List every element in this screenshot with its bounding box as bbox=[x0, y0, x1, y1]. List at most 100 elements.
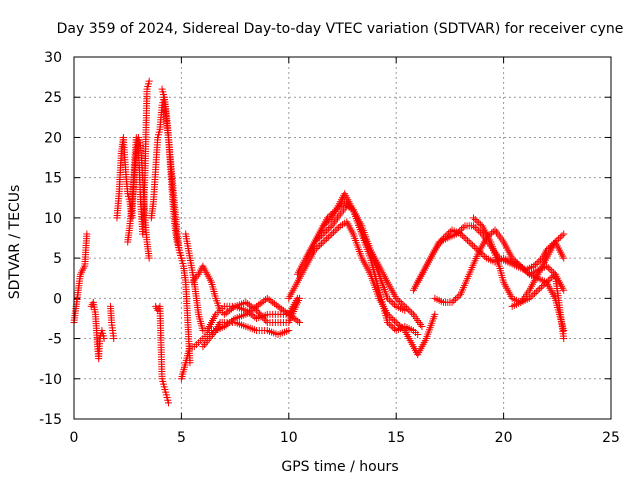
data-point bbox=[392, 294, 400, 302]
data-point bbox=[531, 290, 539, 298]
data-point bbox=[324, 225, 332, 233]
data-point bbox=[520, 265, 528, 273]
data-point bbox=[145, 77, 153, 85]
data-point bbox=[385, 320, 393, 328]
data-point bbox=[323, 227, 331, 235]
data-point bbox=[224, 308, 232, 316]
data-point bbox=[469, 241, 477, 249]
data-point bbox=[317, 240, 325, 248]
data-point bbox=[457, 225, 465, 233]
data-point bbox=[531, 261, 539, 269]
data-point bbox=[257, 312, 265, 320]
data-point bbox=[260, 297, 268, 305]
data-point bbox=[296, 318, 304, 326]
data-point bbox=[245, 308, 253, 316]
data-point bbox=[281, 308, 289, 316]
data-point bbox=[287, 312, 295, 320]
data-point bbox=[510, 256, 518, 264]
data-point bbox=[344, 201, 352, 209]
chart-title: Day 359 of 2024, Sidereal Day-to-day VTE… bbox=[57, 21, 624, 37]
data-point bbox=[251, 304, 259, 312]
data-point bbox=[267, 297, 275, 305]
data-point bbox=[446, 228, 454, 236]
data-point bbox=[533, 259, 541, 267]
data-point bbox=[249, 312, 257, 320]
data-point bbox=[290, 314, 298, 322]
data-point bbox=[399, 301, 407, 309]
series-dawn-drop bbox=[152, 302, 173, 407]
data-point bbox=[229, 316, 237, 324]
data-point bbox=[488, 229, 496, 237]
series-evening-e bbox=[508, 230, 568, 310]
data-point bbox=[330, 207, 338, 215]
x-tick-label: 25 bbox=[602, 430, 620, 446]
plot-frame bbox=[73, 56, 612, 420]
y-tick-label: 10 bbox=[44, 211, 62, 227]
data-point bbox=[475, 219, 483, 227]
y-tick-label: -10 bbox=[39, 372, 62, 388]
data-point bbox=[387, 298, 395, 306]
data-point bbox=[220, 322, 228, 330]
data-point bbox=[316, 241, 324, 249]
y-tick-label: 30 bbox=[44, 50, 62, 66]
data-point bbox=[519, 264, 527, 272]
series-evening-d bbox=[470, 214, 568, 343]
data-point bbox=[228, 317, 236, 325]
data-point bbox=[560, 254, 568, 262]
data-point bbox=[274, 302, 282, 310]
data-point bbox=[249, 305, 257, 313]
data-point bbox=[530, 262, 538, 270]
data-point bbox=[337, 201, 345, 209]
data-point bbox=[558, 232, 566, 240]
data-point bbox=[458, 232, 466, 240]
data-point bbox=[259, 313, 267, 321]
x-tick-label: 5 bbox=[177, 430, 186, 446]
data-points bbox=[70, 77, 568, 407]
data-point bbox=[551, 238, 559, 246]
data-point bbox=[329, 228, 337, 236]
series-morning-d bbox=[199, 294, 304, 351]
data-point bbox=[548, 273, 556, 281]
y-tick-label: 15 bbox=[44, 171, 62, 187]
data-point bbox=[327, 211, 335, 219]
data-point bbox=[329, 209, 337, 217]
data-point bbox=[276, 304, 284, 312]
data-point bbox=[262, 317, 270, 325]
data-point bbox=[278, 305, 286, 313]
data-point bbox=[224, 320, 232, 328]
y-tick-label: -5 bbox=[48, 332, 62, 348]
data-point bbox=[260, 315, 268, 323]
data-point bbox=[471, 224, 479, 232]
x-tick-label: 10 bbox=[280, 430, 298, 446]
data-point bbox=[389, 315, 397, 323]
data-point bbox=[481, 253, 489, 261]
data-point bbox=[335, 203, 343, 211]
data-point bbox=[527, 293, 535, 301]
data-point bbox=[459, 224, 467, 232]
data-point bbox=[270, 300, 278, 308]
data-point bbox=[323, 214, 331, 222]
data-point bbox=[254, 308, 262, 316]
data-point bbox=[292, 316, 300, 324]
data-point bbox=[544, 277, 552, 285]
data-point bbox=[546, 265, 554, 273]
data-point bbox=[390, 317, 398, 325]
data-point bbox=[263, 294, 271, 302]
data-point bbox=[414, 331, 422, 339]
data-point bbox=[326, 232, 334, 240]
data-point bbox=[110, 335, 118, 343]
data-point bbox=[389, 323, 397, 331]
data-point bbox=[537, 283, 545, 291]
data-point bbox=[83, 230, 91, 238]
data-point bbox=[333, 225, 341, 233]
data-point bbox=[455, 292, 463, 300]
data-point bbox=[508, 254, 516, 262]
data-point bbox=[220, 310, 228, 318]
series-early-arc-b bbox=[87, 298, 108, 363]
data-point bbox=[314, 243, 322, 251]
data-point bbox=[470, 243, 478, 251]
data-point bbox=[325, 212, 333, 220]
data-point bbox=[476, 220, 484, 228]
data-point bbox=[453, 294, 461, 302]
data-point bbox=[560, 286, 568, 294]
